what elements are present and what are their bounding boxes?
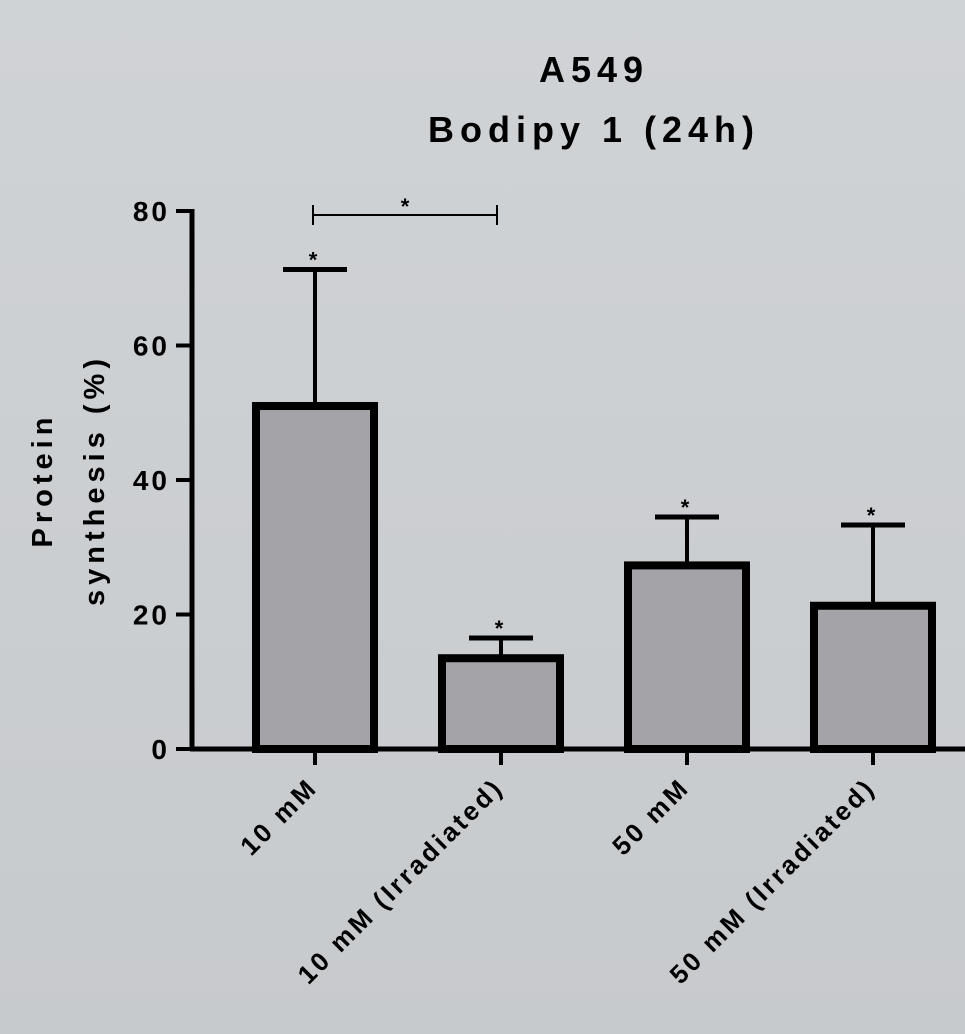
- x-tick-label-4: 50 mM (Irradiated): [663, 772, 881, 990]
- x-tick-label-group-4: 50 mM (Irradiated): [663, 772, 881, 990]
- x-tick-label-group-1: 10 mM: [234, 772, 323, 861]
- x-tick-label-1: 10 mM: [234, 772, 323, 861]
- comparison-significance-star: *: [401, 194, 410, 219]
- y-tick-label-60: 60: [133, 331, 170, 362]
- y-tick-label-20: 20: [133, 600, 170, 631]
- bars-layer: [252, 267, 936, 754]
- significance-star-3: *: [681, 495, 690, 520]
- annotation-layer: * * * * *: [309, 194, 876, 641]
- significance-star-4: *: [867, 503, 876, 528]
- significance-star-2: *: [495, 616, 504, 641]
- y-axis-label-line-2: synthesis (%): [79, 354, 111, 606]
- bar-3: [624, 561, 750, 753]
- significance-star-1: *: [309, 248, 318, 273]
- y-tick-label-80: 80: [133, 196, 170, 227]
- x-tick-label-3: 50 mM: [606, 772, 695, 861]
- y-axis-label-line-1: Protein: [27, 413, 59, 548]
- y-tick-label-0: 0: [151, 734, 170, 765]
- x-tick-label-group-2: 10 mM (Irradiated): [291, 772, 509, 990]
- x-tick-label-2: 10 mM (Irradiated): [291, 772, 509, 990]
- chart-title-line-2: Bodipy 1 (24h): [428, 109, 760, 150]
- bar-1: [252, 402, 378, 753]
- y-tick-label-40: 40: [133, 465, 170, 496]
- x-tick-label-group-3: 50 mM: [606, 772, 695, 861]
- bar-2: [438, 654, 564, 754]
- chart-title-line-1: A549: [539, 49, 649, 90]
- bar-4: [810, 601, 936, 753]
